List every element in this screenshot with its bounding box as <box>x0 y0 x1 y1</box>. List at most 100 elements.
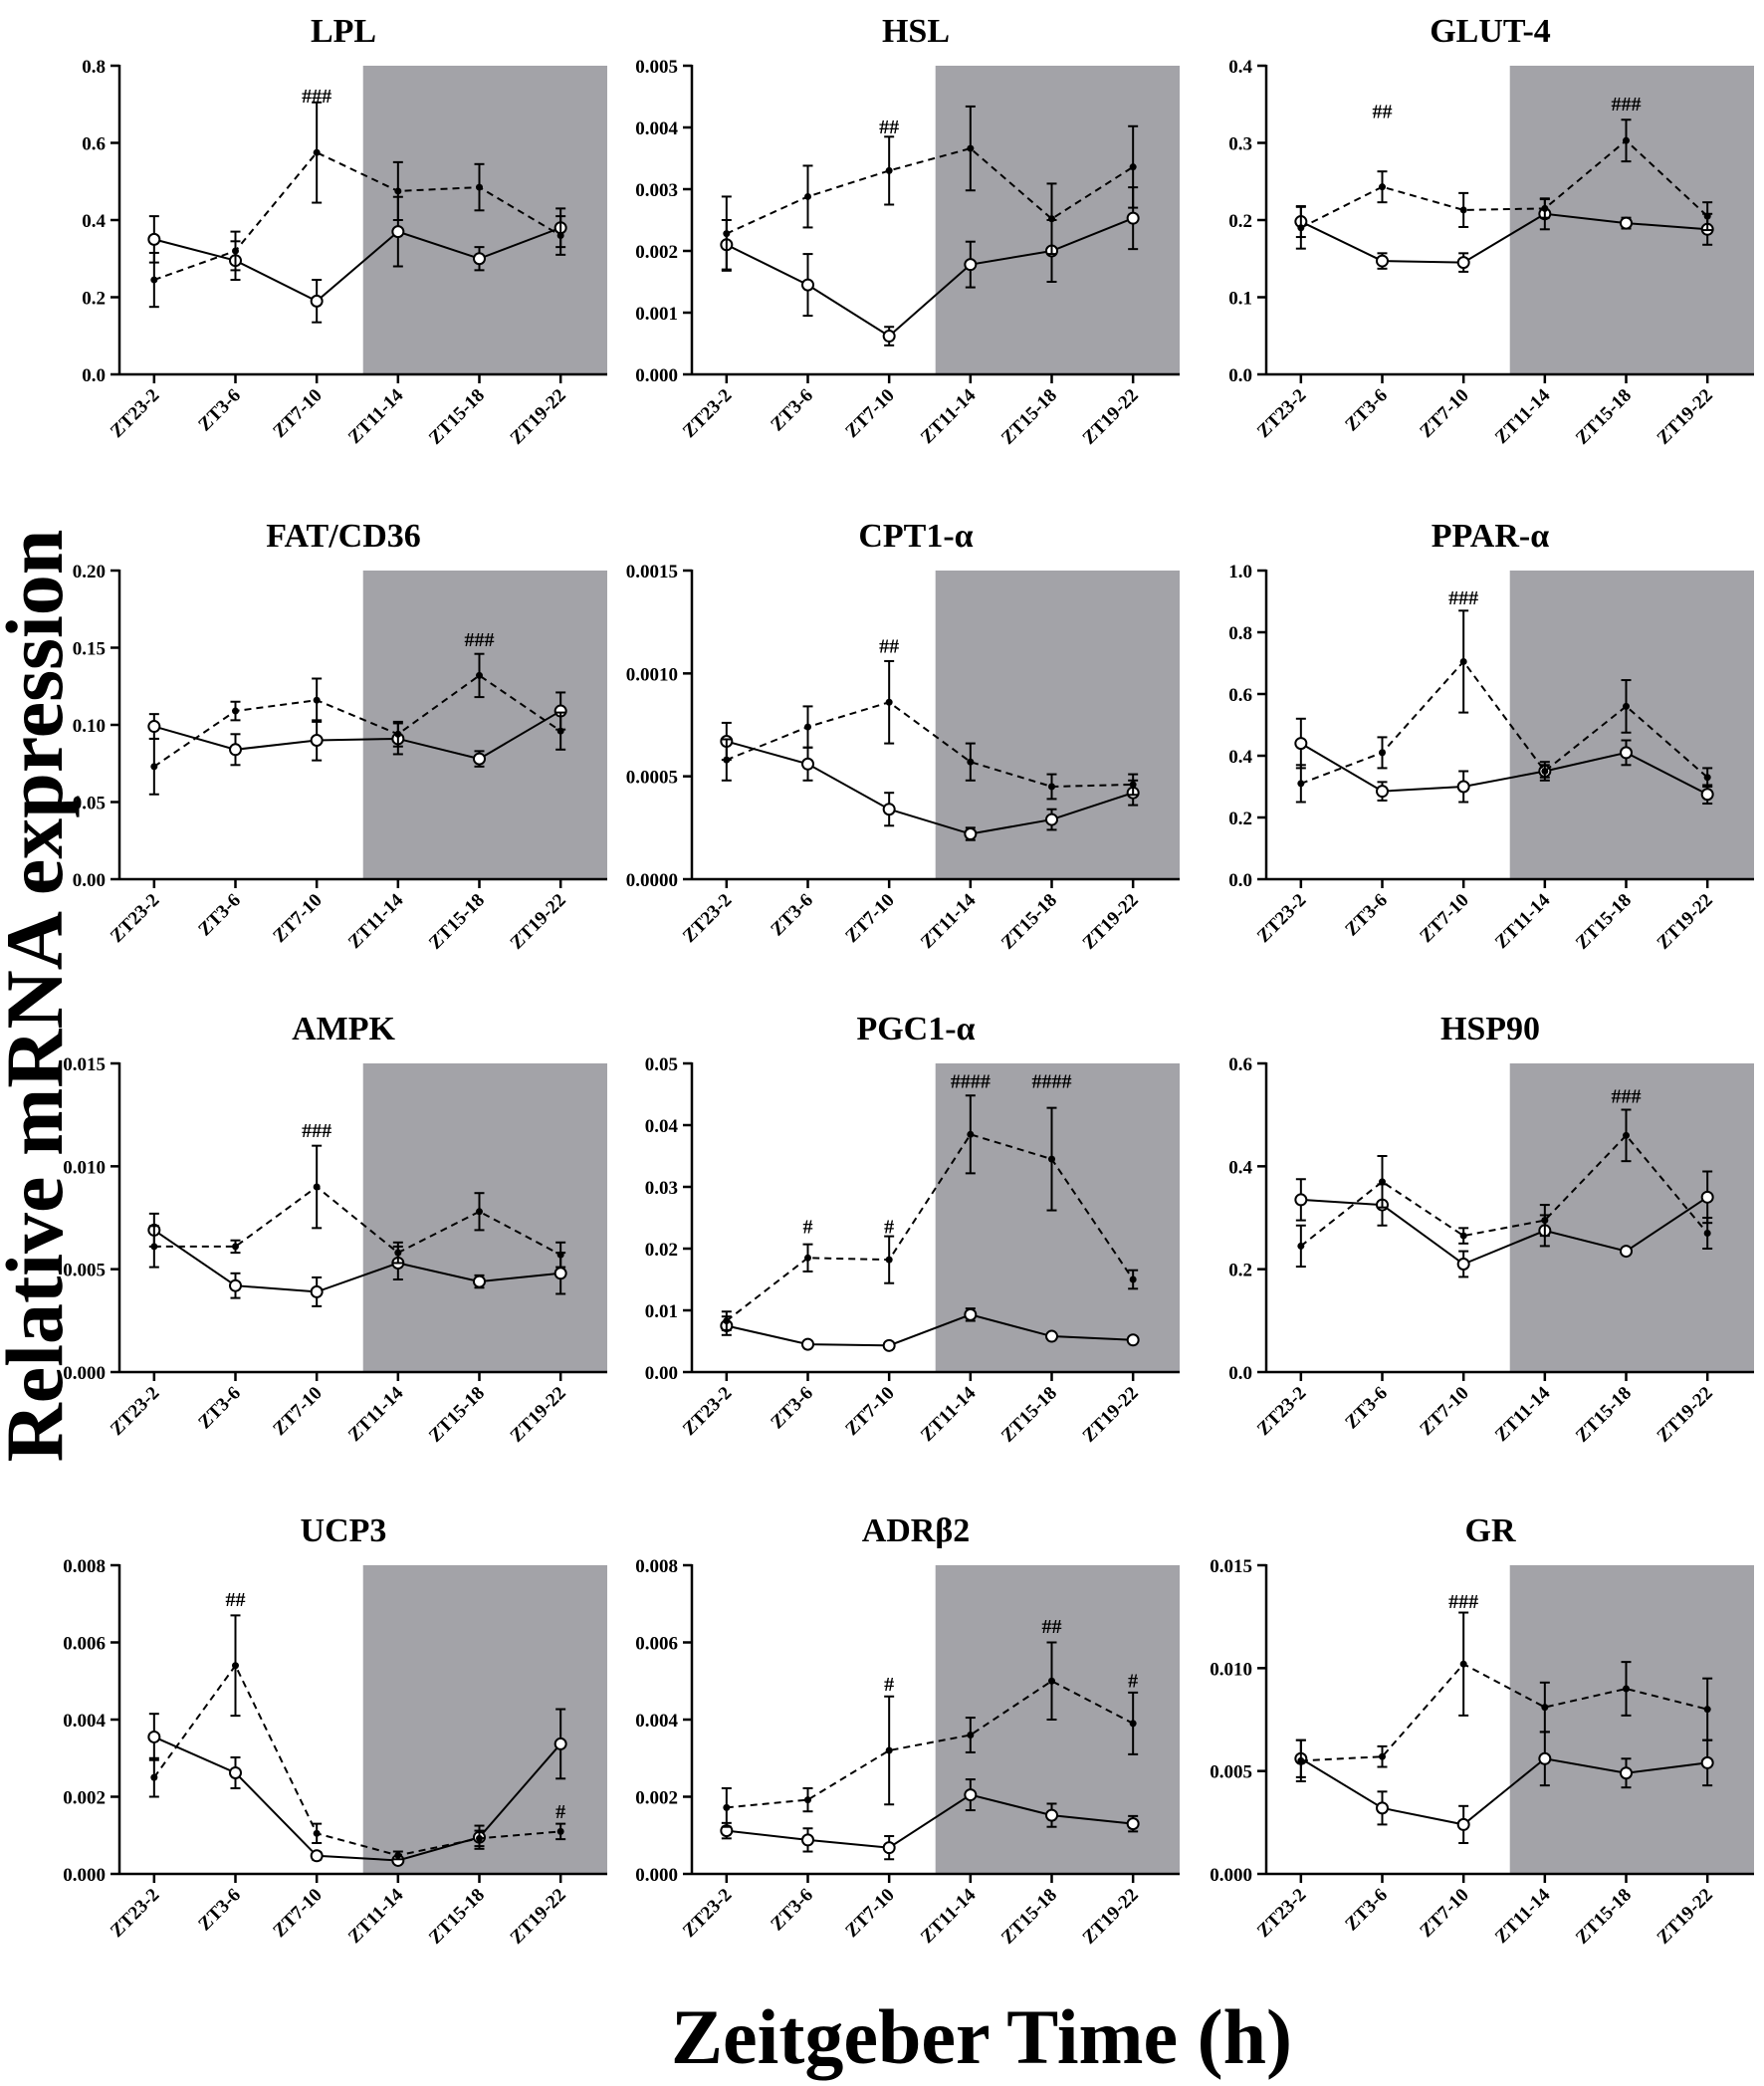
series-line-dashed <box>153 1663 561 1857</box>
significance-label: # <box>884 1216 894 1238</box>
dark-phase-shading <box>362 571 607 879</box>
x-tick-label: ZT11-14 <box>1491 889 1555 953</box>
x-tick-label: ZT11-14 <box>1491 384 1555 448</box>
y-tick-label: 0.003 <box>635 180 678 201</box>
data-point-filled <box>1379 1752 1386 1760</box>
significance-label: ### <box>465 629 495 651</box>
data-point-open <box>1700 1190 1714 1204</box>
data-point-open <box>1126 1817 1140 1831</box>
significance-label: ### <box>1612 1086 1642 1108</box>
data-point-filled <box>885 1256 893 1264</box>
data-point-open <box>1294 1193 1308 1207</box>
data-point-filled <box>1297 224 1305 232</box>
significance-label: ### <box>302 1120 331 1142</box>
y-tick-label: 0.004 <box>635 118 678 139</box>
x-tick-label: ZT23-2 <box>679 1383 736 1440</box>
data-point-open <box>473 252 486 266</box>
chart-panel-6: PPAR-α 0.0 0.2 0.4 0.6 0.8 1.0 ZT23-2 ZT3-6 ZT7-1… <box>1228 518 1754 954</box>
data-point-filled <box>1703 1706 1711 1714</box>
x-axis-label: Zeitgeber Time (h) <box>671 1993 1292 2080</box>
data-point-filled <box>967 758 975 766</box>
data-point-filled <box>1459 657 1467 665</box>
data-point-open <box>553 1737 567 1750</box>
data-point-open <box>964 258 978 272</box>
x-tick-label: ZT7-10 <box>1416 1383 1472 1440</box>
series-line-solid <box>1300 212 1708 264</box>
data-point-open <box>1620 216 1633 230</box>
data-point-open <box>1376 254 1389 268</box>
data-point-open <box>801 1337 814 1351</box>
y-tick-label: 0.015 <box>1210 1556 1252 1577</box>
data-point-open <box>1538 1751 1552 1765</box>
series-line-solid <box>726 740 1134 835</box>
data-point-open <box>882 1338 896 1352</box>
data-point-filled <box>394 187 402 195</box>
data-point-open <box>1620 746 1633 760</box>
chart-panel-4: FAT/CD36 0.00 0.05 0.10 0.15 0.20 ZT23-2 ZT3-6 Z… <box>73 518 607 954</box>
data-point-open <box>310 1284 324 1298</box>
data-point-filled <box>1623 1131 1630 1139</box>
data-point-filled <box>556 1827 564 1835</box>
data-point-filled <box>885 1746 893 1754</box>
x-tick-label: ZT19-22 <box>1079 890 1143 954</box>
x-tick-label: ZT3-6 <box>1341 385 1392 436</box>
x-tick-label: ZT7-10 <box>841 1383 898 1440</box>
x-tick-label: ZT3-6 <box>1341 890 1392 941</box>
x-tick-label: ZT7-10 <box>1416 1885 1472 1942</box>
chart-panel-3: GLUT-4 0.0 0.1 0.2 0.3 0.4 ZT23-2 ZT3-6 ZT7-10 ZT… <box>1228 13 1754 449</box>
data-point-filled <box>967 144 975 152</box>
y-tick-label: 0.000 <box>635 365 678 386</box>
data-point-open <box>1376 785 1389 799</box>
y-tick-label: 0.004 <box>63 1711 106 1732</box>
chart-title: HSL <box>882 13 950 50</box>
data-point-open <box>310 1849 324 1863</box>
data-point-filled <box>476 1208 483 1216</box>
series-line-dashed <box>726 146 1134 235</box>
x-tick-label: ZT11-14 <box>917 889 981 953</box>
dark-phase-shading <box>1509 66 1754 374</box>
y-tick-label: 0.2 <box>1228 211 1252 232</box>
y-tick-label: 0.03 <box>645 1178 678 1199</box>
x-tick-label: ZT19-22 <box>1079 385 1143 449</box>
data-point-filled <box>1459 1232 1467 1240</box>
data-point-filled <box>804 192 811 200</box>
series-line-solid <box>153 710 561 761</box>
x-tick-label: ZT3-6 <box>767 385 817 436</box>
series-line-solid <box>726 1313 1134 1347</box>
x-tick-label: ZT23-2 <box>679 890 736 947</box>
dark-phase-shading <box>935 571 1180 879</box>
dark-phase-shading <box>362 66 607 374</box>
data-point-open <box>310 294 324 308</box>
data-point-filled <box>476 671 483 679</box>
x-tick-label: ZT3-6 <box>767 1383 817 1434</box>
y-tick-label: 0.006 <box>635 1634 678 1655</box>
data-point-open <box>147 232 161 246</box>
data-point-filled <box>1541 1217 1549 1225</box>
data-point-open <box>1045 812 1058 826</box>
chart-panel-11: ADRβ2 0.000 0.002 0.004 0.006 0.008 ZT23-2 ZT3-… <box>635 1512 1180 1949</box>
data-point-open <box>1376 1801 1389 1815</box>
data-point-filled <box>967 1732 975 1738</box>
series-line-solid <box>726 1793 1134 1849</box>
y-tick-label: 0.000 <box>1210 1865 1252 1886</box>
data-point-filled <box>1048 1677 1055 1685</box>
significance-label: #### <box>1032 1071 1072 1093</box>
data-point-filled <box>1048 215 1055 223</box>
data-point-open <box>473 752 486 766</box>
data-point-open <box>473 1275 486 1288</box>
data-point-filled <box>885 166 893 174</box>
x-tick-label: ZT15-18 <box>997 385 1061 449</box>
data-point-filled <box>150 1243 158 1251</box>
y-tick-label: 0.006 <box>63 1634 106 1655</box>
series-line-solid <box>1300 742 1708 796</box>
panels-group: LPL 0.0 0.2 0.4 0.6 0.8 ZT23-2 ZT3-6 ZT7-10 ZT11-… <box>63 13 1754 1949</box>
data-point-open <box>1700 788 1714 802</box>
data-point-open <box>1045 1808 1058 1822</box>
data-point-filled <box>313 696 321 704</box>
y-tick-label: 0.0000 <box>626 870 678 891</box>
data-point-filled <box>476 183 483 191</box>
y-tick-label: 0.04 <box>645 1116 679 1137</box>
data-point-filled <box>1623 702 1630 710</box>
y-tick-label: 0.10 <box>73 716 106 737</box>
